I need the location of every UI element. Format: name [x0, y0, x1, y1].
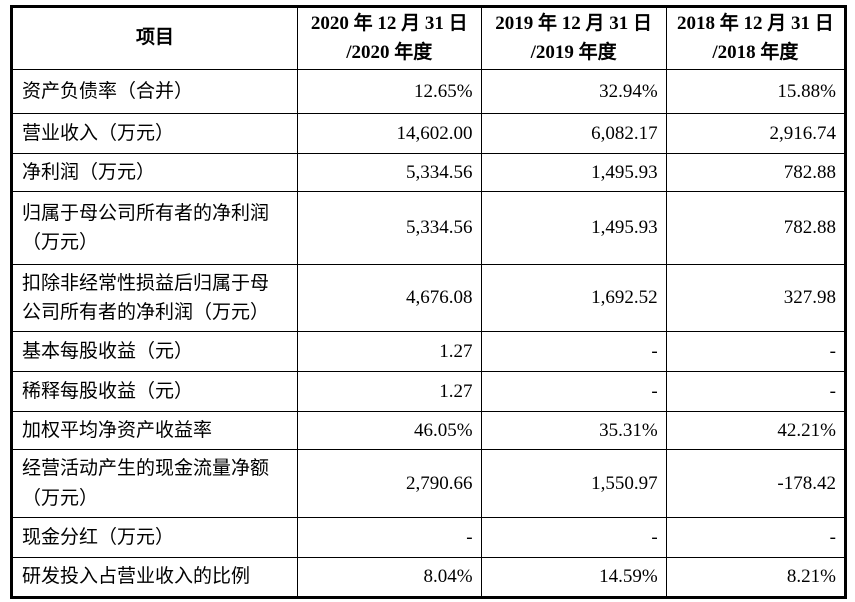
col-header-item: 项目: [10, 6, 299, 70]
cell-value: 8.04%: [297, 557, 482, 598]
row-label: 净利润（万元）: [10, 153, 299, 192]
col-header-item-label: 项目: [136, 27, 175, 49]
col-header-2020: 2020 年 12 月 31 日 /2020 年度: [297, 6, 482, 70]
cell-value: -: [480, 331, 667, 372]
table-row: 净利润（万元） 5,334.56 1,495.93 782.88: [10, 153, 847, 192]
cell-value: 1.27: [297, 371, 482, 412]
cell-value: -: [665, 331, 847, 372]
cell-value: 1,495.93: [480, 191, 667, 265]
header-row: 项目 2020 年 12 月 31 日 /2020 年度 2019 年 12 月…: [10, 6, 847, 70]
col-header-2019: 2019 年 12 月 31 日 /2019 年度: [480, 6, 667, 70]
row-label: 加权平均净资产收益率: [10, 411, 299, 450]
table-row: 归属于母公司所有者的净利润 （万元） 5,334.56 1,495.93 782…: [10, 191, 847, 265]
row-label: 基本每股收益（元）: [10, 331, 299, 372]
financial-summary-table: 项目 2020 年 12 月 31 日 /2020 年度 2019 年 12 月…: [10, 5, 847, 599]
row-label: 稀释每股收益（元）: [10, 371, 299, 412]
row-label: 归属于母公司所有者的净利润 （万元）: [10, 191, 299, 265]
table-row: 现金分红（万元） - - -: [10, 517, 847, 558]
cell-value: 1,692.52: [480, 264, 667, 332]
table-row: 资产负债率（合并） 12.65% 32.94% 15.88%: [10, 69, 847, 114]
table-row: 基本每股收益（元） 1.27 - -: [10, 331, 847, 372]
cell-value: 782.88: [665, 191, 847, 265]
cell-value: 32.94%: [480, 69, 667, 114]
cell-value: 35.31%: [480, 411, 667, 450]
cell-value: 1,495.93: [480, 153, 667, 192]
cell-value: -: [480, 517, 667, 558]
cell-value: 6,082.17: [480, 113, 667, 154]
cell-value: 15.88%: [665, 69, 847, 114]
financial-summary-table-container: 项目 2020 年 12 月 31 日 /2020 年度 2019 年 12 月…: [10, 5, 847, 599]
cell-value: 8.21%: [665, 557, 847, 598]
table-row: 稀释每股收益（元） 1.27 - -: [10, 371, 847, 412]
cell-value: -: [480, 371, 667, 412]
cell-value: -178.42: [665, 449, 847, 518]
cell-value: 12.65%: [297, 69, 482, 114]
table-row: 扣除非经常性损益后归属于母 公司所有者的净利润（万元） 4,676.08 1,6…: [10, 264, 847, 332]
cell-value: 1.27: [297, 331, 482, 372]
cell-value: 46.05%: [297, 411, 482, 450]
cell-value: 782.88: [665, 153, 847, 192]
row-label: 资产负债率（合并）: [10, 69, 299, 114]
table-row: 营业收入（万元） 14,602.00 6,082.17 2,916.74: [10, 113, 847, 154]
row-label: 扣除非经常性损益后归属于母 公司所有者的净利润（万元）: [10, 264, 299, 332]
table-row: 加权平均净资产收益率 46.05% 35.31% 42.21%: [10, 411, 847, 450]
cell-value: 14,602.00: [297, 113, 482, 154]
cell-value: 4,676.08: [297, 264, 482, 332]
row-label: 营业收入（万元）: [10, 113, 299, 154]
cell-value: 2,916.74: [665, 113, 847, 154]
col-header-2018: 2018 年 12 月 31 日 /2018 年度: [665, 6, 847, 70]
cell-value: 2,790.66: [297, 449, 482, 518]
row-label: 研发投入占营业收入的比例: [10, 557, 299, 598]
cell-value: 5,334.56: [297, 153, 482, 192]
cell-value: -: [665, 371, 847, 412]
cell-value: -: [297, 517, 482, 558]
cell-value: -: [665, 517, 847, 558]
cell-value: 1,550.97: [480, 449, 667, 518]
table-row: 经营活动产生的现金流量净额 （万元） 2,790.66 1,550.97 -17…: [10, 449, 847, 518]
cell-value: 5,334.56: [297, 191, 482, 265]
table-row: 研发投入占营业收入的比例 8.04% 14.59% 8.21%: [10, 557, 847, 598]
row-label: 经营活动产生的现金流量净额 （万元）: [10, 449, 299, 518]
cell-value: 14.59%: [480, 557, 667, 598]
cell-value: 327.98: [665, 264, 847, 332]
row-label: 现金分红（万元）: [10, 517, 299, 558]
cell-value: 42.21%: [665, 411, 847, 450]
